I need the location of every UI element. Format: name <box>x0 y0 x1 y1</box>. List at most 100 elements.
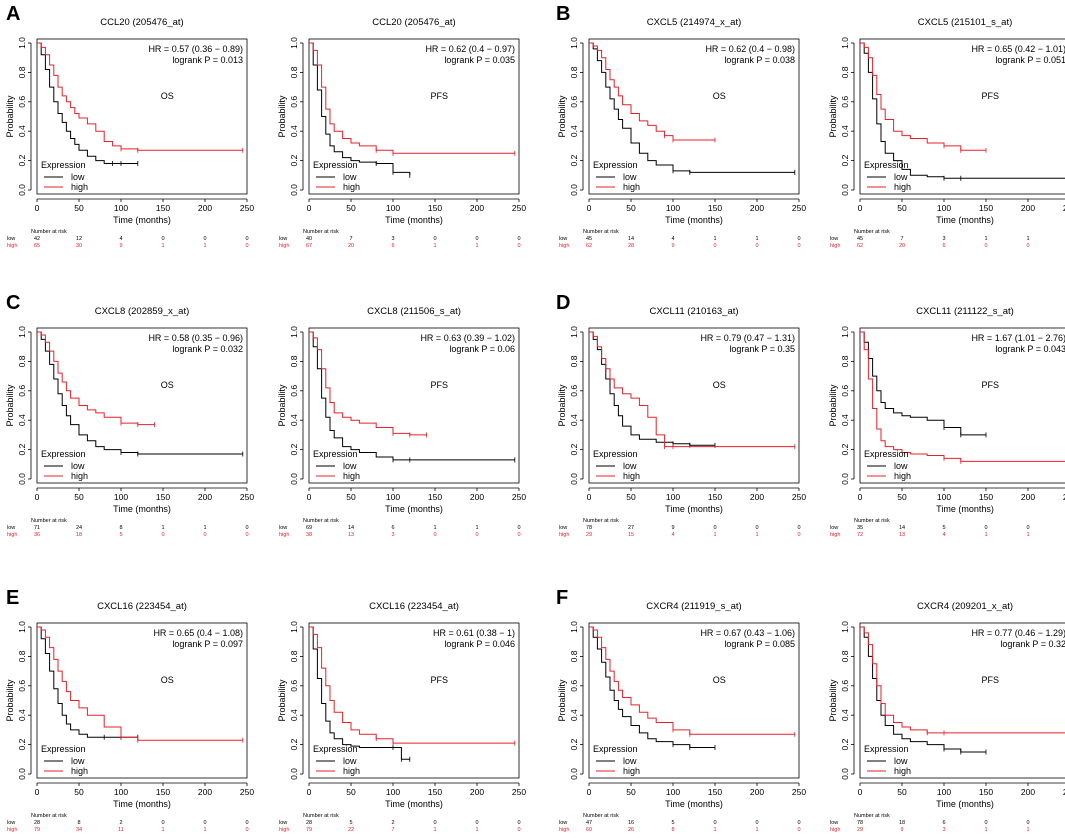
risk-count-high: 0 <box>797 243 800 249</box>
km-curve-high <box>860 331 1065 462</box>
risk-count-low: 0 <box>245 820 248 826</box>
x-tick-label: 0 <box>587 203 592 213</box>
x-tick-label: 150 <box>428 787 442 797</box>
risk-row-label-low: low <box>830 820 838 826</box>
legend-title: Expression <box>864 160 909 170</box>
y-tick-label: 0.0 <box>840 184 850 196</box>
legend-label-high: high <box>343 471 360 481</box>
y-tick-label: 1.0 <box>569 621 579 633</box>
y-tick-label: 0.0 <box>840 473 850 485</box>
x-tick-label: 50 <box>346 203 356 213</box>
risk-count-high: 0 <box>161 532 164 538</box>
risk-count-low: 12 <box>76 236 82 242</box>
risk-count-low: 0 <box>475 236 478 242</box>
endpoint-label: PFS <box>430 380 448 390</box>
risk-count-high: 1 <box>203 827 206 833</box>
legend-label-high: high <box>623 471 640 481</box>
legend-label-low: low <box>894 461 908 471</box>
x-tick-label: 50 <box>897 787 907 797</box>
endpoint-label: OS <box>713 91 726 101</box>
x-axis-label: Time (months) <box>936 215 994 225</box>
risk-count-high: 72 <box>857 532 863 538</box>
legend-title: Expression <box>593 449 638 459</box>
legend-label-high: high <box>623 766 640 776</box>
logrank-text: logrank P = 0.038 <box>724 55 795 65</box>
x-axis-label: Time (months) <box>665 215 723 225</box>
risk-count-high: 9 <box>119 243 122 249</box>
risk-count-high: 0 <box>517 827 520 833</box>
km-curve-high <box>589 331 795 448</box>
y-tick-label: 0.2 <box>569 154 579 166</box>
x-tick-label: 250 <box>240 787 254 797</box>
risk-row-label-high: high <box>830 532 840 538</box>
y-tick-label: 1.0 <box>289 326 299 338</box>
hazard-ratio-text: HR = 0.77 (0.46 − 1.29) <box>971 628 1065 638</box>
risk-count-low: 0 <box>984 820 987 826</box>
risk-count-high: 6 <box>391 243 394 249</box>
endpoint-label: OS <box>161 91 174 101</box>
panel-letter-f: F <box>556 587 569 609</box>
risk-count-high: 9 <box>900 827 903 833</box>
y-tick-label: 0.2 <box>569 738 579 750</box>
risk-table-header: Number at risk <box>31 813 67 819</box>
y-tick-label: 0.6 <box>569 680 579 692</box>
logrank-text: logrank P = 0.043 <box>995 344 1065 354</box>
legend-title: Expression <box>313 744 358 754</box>
logrank-text: logrank P = 0.051 <box>995 55 1065 65</box>
risk-count-low: 0 <box>433 236 436 242</box>
km-curve-low <box>589 331 715 446</box>
risk-count-low: 0 <box>984 525 987 531</box>
risk-row-label-low: low <box>279 236 287 242</box>
risk-row-label-high: high <box>7 243 17 249</box>
risk-count-low: 3 <box>942 236 945 242</box>
y-tick-label: 0.0 <box>17 768 27 780</box>
y-tick-label: 0.4 <box>840 125 850 137</box>
risk-count-high: 9 <box>671 243 674 249</box>
plot-frame <box>859 622 1065 779</box>
plot-frame <box>859 327 1065 484</box>
risk-count-high: 1 <box>433 827 436 833</box>
risk-count-high: 7 <box>391 827 394 833</box>
x-tick-label: 250 <box>240 492 254 502</box>
legend-title: Expression <box>41 160 86 170</box>
risk-count-low: 7 <box>349 236 352 242</box>
risk-count-high: 1 <box>984 532 987 538</box>
risk-count-low: 0 <box>203 820 206 826</box>
x-tick-label: 200 <box>470 203 484 213</box>
risk-table-header: Number at risk <box>583 229 619 235</box>
risk-count-low: 3 <box>391 236 394 242</box>
risk-count-high: 29 <box>857 827 863 833</box>
endpoint-label: PFS <box>430 675 448 685</box>
y-tick-label: 0.6 <box>17 96 27 108</box>
km-curve-high <box>37 42 243 151</box>
y-tick-label: 0.4 <box>289 125 299 137</box>
y-tick-label: 0.8 <box>569 355 579 367</box>
risk-row-label-low: low <box>559 820 567 826</box>
y-tick-label: 0.8 <box>569 650 579 662</box>
legend-label-low: low <box>343 172 357 182</box>
risk-count-low: 0 <box>755 820 758 826</box>
risk-count-low: 0 <box>797 820 800 826</box>
x-tick-label: 200 <box>1021 787 1035 797</box>
x-tick-label: 200 <box>1021 492 1035 502</box>
chart-title: CXCL16 (223454_at) <box>369 601 459 612</box>
km-curve-high <box>309 42 515 154</box>
legend-label-low: low <box>71 461 85 471</box>
risk-table-header: Number at risk <box>583 518 619 524</box>
risk-count-high: 28 <box>628 243 634 249</box>
x-tick-label: 50 <box>897 203 907 213</box>
y-axis-label: Probability <box>557 679 567 722</box>
risk-count-high: 22 <box>348 827 354 833</box>
logrank-text: logrank P = 0.013 <box>172 55 243 65</box>
risk-count-low: 0 <box>1026 820 1029 826</box>
km-curve-high <box>309 626 515 744</box>
risk-count-high: 1 <box>475 243 478 249</box>
x-tick-label: 50 <box>626 203 636 213</box>
km-curve-high <box>860 42 986 151</box>
risk-count-low: 71 <box>34 525 40 531</box>
y-tick-label: 0.0 <box>569 473 579 485</box>
x-tick-label: 250 <box>792 203 806 213</box>
x-tick-label: 150 <box>979 203 993 213</box>
